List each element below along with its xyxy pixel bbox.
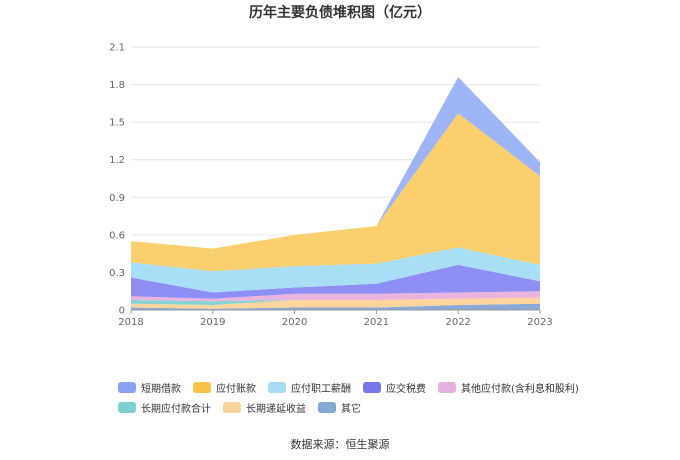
y-tick-label: 0.6 [109,230,125,241]
x-tick-label: 2020 [282,317,307,328]
legend-swatch-icon [223,401,241,413]
y-tick-label: 1.5 [109,118,125,129]
legend-label: 长期递延收益 [246,403,306,415]
area-series-应付职工薪酬 [131,247,540,293]
area-series-短期借款 [131,77,540,249]
legend-row-1: 短期借款 应付账款 应付职工薪酬 应交税费 其他应付款(含利息和股利) [118,377,588,397]
x-tick-label: 2023 [527,317,552,328]
y-tick-label: 0.3 [109,268,125,279]
chart-title: 历年主要负债堆积图（亿元） [249,5,431,21]
x-tick-label: 2022 [445,317,470,328]
x-tick-label: 2021 [364,317,389,328]
legend-item-other-payables[interactable]: 其他应付款(含利息和股利) [438,380,579,395]
axes: 0 0.3 0.6 0.9 1.2 1.5 1.8 2.1 2018 2019 2020 2021 20… [109,43,553,329]
legend-item-other[interactable]: 其它 [318,400,361,415]
legend-item-employee-pay-payable[interactable]: 应付职工薪酬 [268,380,351,395]
y-tick-label: 0.9 [109,193,125,204]
legend-label: 应付职工薪酬 [291,383,351,395]
legend-item-accounts-payable[interactable]: 应付账款 [193,380,256,395]
legend-item-short-term-borrowing[interactable]: 短期借款 [118,380,181,395]
legend-label: 其它 [341,403,361,415]
area-series-长期应付款合计 [131,297,540,305]
legend-swatch-icon [118,381,136,393]
legend-label: 长期应付款合计 [141,403,211,415]
area-series-其它 [131,303,540,310]
y-tick-label: 0 [119,306,125,317]
legend-swatch-icon [193,381,211,393]
legend-label: 应付账款 [216,383,256,395]
legend-swatch-icon [363,381,381,393]
area-series-应付账款 [131,113,540,272]
legend: 短期借款 应付账款 应付职工薪酬 应交税费 其他应付款(含利息和股利) 长期应付… [118,377,588,417]
x-tick-label: 2019 [200,317,225,328]
legend-item-taxes-payable[interactable]: 应交税费 [363,380,426,395]
y-tick-label: 1.2 [109,155,125,166]
y-tick-label: 1.8 [109,80,125,91]
y-tick-label: 2.1 [109,43,125,54]
legend-item-deferred-income[interactable]: 长期递延收益 [223,400,306,415]
area-series-长期递延收益 [131,297,540,309]
legend-swatch-icon [118,401,136,413]
legend-label: 短期借款 [141,383,181,395]
data-source-note: 数据来源：恒生聚源 [290,438,390,451]
legend-row-2: 长期应付款合计 长期递延收益 其它 [118,397,588,417]
legend-label: 其他应付款(含利息和股利) [461,383,579,395]
legend-swatch-icon [318,401,336,413]
x-tick-label: 2018 [118,317,143,328]
area-series-应交税费 [131,264,540,299]
legend-item-long-term-payables[interactable]: 长期应付款合计 [118,400,211,415]
area-series-group [131,77,540,310]
legend-label: 应交税费 [386,383,426,395]
legend-swatch-icon [268,381,286,393]
legend-swatch-icon [438,381,456,393]
area-series-其他应付款(含利息和股利) [131,291,540,302]
